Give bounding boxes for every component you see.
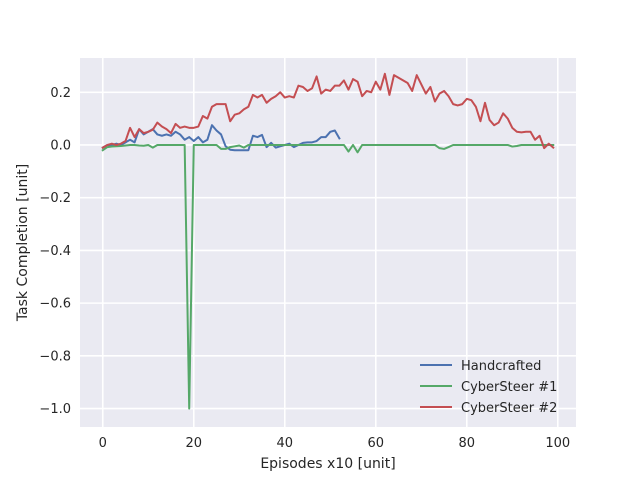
- x-tick-label: 60: [368, 436, 385, 451]
- y-tick-label: −0.4: [39, 244, 71, 259]
- x-tick-label: 80: [459, 436, 476, 451]
- y-tick-label: 0.2: [50, 86, 71, 101]
- y-tick-label: −0.2: [39, 191, 71, 206]
- y-tick-label: −1.0: [39, 402, 71, 417]
- y-axis-label: Task Completion [unit]: [15, 164, 31, 322]
- x-tick-label: 0: [99, 436, 107, 451]
- legend-label: CyberSteer #1: [461, 380, 557, 395]
- legend-label: CyberSteer #2: [461, 401, 557, 416]
- x-tick-label: 20: [185, 436, 202, 451]
- y-tick-label: −0.8: [39, 349, 71, 364]
- series-line-cybersteer-1: [101, 143, 555, 410]
- plot-area: [80, 58, 576, 427]
- x-tick-label: 100: [545, 436, 570, 451]
- series-line-cybersteer-2: [101, 72, 555, 150]
- series-layer: [101, 72, 555, 410]
- y-tick-label: 0.0: [50, 138, 71, 153]
- x-tick-label: 40: [276, 436, 293, 451]
- legend-label: Handcrafted: [461, 359, 541, 374]
- legend: Handcrafted CyberSteer #1 CyberSteer #2: [420, 359, 557, 416]
- tick-labels: 0 20 40 60 80 100 −1.0 −0.8 −0.6 −0.4 −0.2 0.0 0.2: [39, 86, 570, 451]
- x-axis-label: Episodes x10 [unit]: [260, 456, 395, 472]
- y-tick-label: −0.6: [39, 297, 71, 312]
